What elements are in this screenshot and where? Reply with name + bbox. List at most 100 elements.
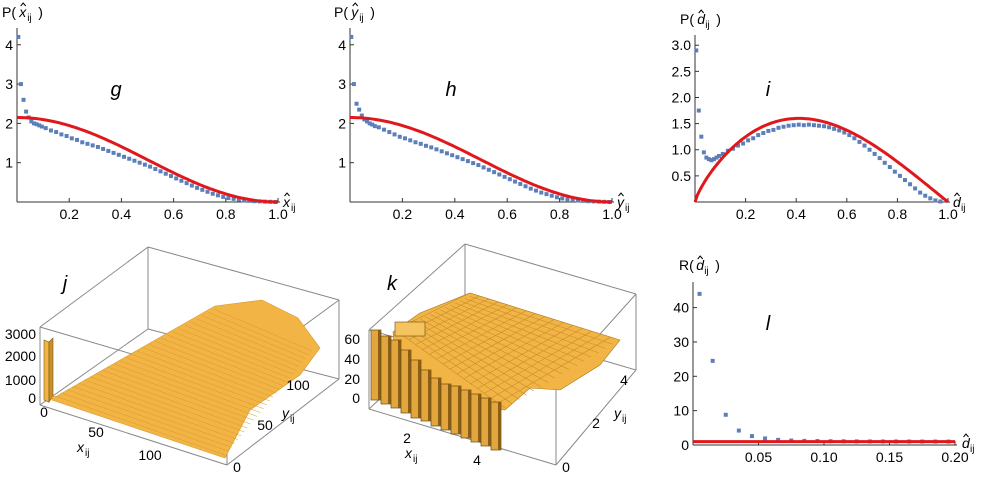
data-point-i: [897, 173, 902, 178]
x-tick-label-g: 0.8: [216, 206, 236, 222]
x-tick-label-g: 0.2: [59, 206, 79, 222]
x-axis-label-h: y ij: [616, 192, 629, 214]
box-edge-k: [464, 243, 637, 295]
y-axis-label-l: R(d ij): [679, 255, 720, 277]
bar-grid-k: [497, 336, 611, 404]
data-point-h: [544, 192, 549, 197]
data-point-l: [776, 437, 781, 442]
y-axis-label-j-sub: ij: [290, 414, 294, 425]
histogram-bar-shade-k: [448, 384, 451, 430]
y-axis-label-h-suffix: ): [370, 4, 375, 20]
panel-label-h: h: [445, 79, 456, 101]
bar-grid-k: [454, 302, 592, 358]
y-axis-label-h-sub: ij: [359, 13, 363, 24]
box-edge-j: [147, 246, 340, 301]
surface-texture-j: [190, 321, 300, 367]
data-point-i: [781, 124, 786, 129]
z-tick-label-j: 0: [28, 390, 36, 406]
data-point-g: [75, 137, 80, 142]
histogram-surface-j: [51, 299, 321, 459]
data-point-h: [370, 122, 375, 127]
y-tick-label-k: 0: [562, 459, 570, 475]
surface-texture-j: [84, 379, 242, 436]
data-point-i: [714, 155, 719, 160]
y-axis-label-j: y ij: [281, 405, 294, 425]
y-tick-label-l: 40: [673, 300, 689, 316]
data-point-i: [717, 154, 722, 159]
data-point-i: [902, 178, 907, 183]
x-axis-label-i: d ij: [953, 192, 965, 214]
y-axis-label-l-sub: ij: [704, 266, 708, 277]
x-axis-label-h-hat: [618, 192, 624, 197]
surface-texture-j: [214, 308, 312, 352]
surface-texture-j: [160, 337, 283, 386]
box-edge-j: [39, 328, 149, 406]
x-axis-label-i-hat: [954, 192, 960, 197]
x-tick-label-k: 4: [473, 452, 481, 468]
y-axis-label-g-hat: [20, 2, 27, 7]
x-axis-label-k-var: x: [404, 445, 413, 461]
box-edge-k: [368, 243, 466, 331]
bar-grid-k: [491, 333, 602, 399]
data-point-i: [786, 123, 791, 128]
data-point-l: [763, 436, 768, 441]
panel-i: 0.2 0.4 0.6 0.8 1.00.51.01.52.02.53.0iP(d ij)…: [672, 9, 965, 222]
data-point-i: [816, 123, 821, 128]
y-tick-label-h: 2: [338, 115, 346, 131]
y-axis-label-l-var: d: [696, 257, 705, 273]
data-point-i: [862, 143, 867, 148]
panel-label-i: i: [766, 79, 771, 101]
y-axis-label-i-hat: [698, 9, 705, 14]
data-point-h: [413, 140, 418, 145]
data-point-g: [43, 126, 48, 131]
data-point-i: [918, 190, 923, 195]
histogram-bar-shade-k: [438, 378, 441, 426]
data-point-i: [771, 127, 776, 132]
data-point-i: [720, 151, 725, 156]
x-tick-label-i: 0.8: [888, 206, 908, 222]
y-tick-label-i: 2.5: [672, 63, 692, 79]
data-point-i: [796, 122, 801, 127]
data-point-i: [696, 108, 701, 113]
surface-texture-j: [66, 389, 232, 448]
data-point-g: [54, 130, 59, 135]
x-tick-label-h: 0.2: [393, 206, 413, 222]
bar-grid-k: [409, 322, 527, 396]
data-point-h: [450, 153, 455, 158]
data-point-h: [455, 155, 460, 160]
z-tick-label-k: 60: [344, 331, 360, 347]
z-tick-label-j: 3000: [5, 326, 36, 342]
box-edge-j: [226, 378, 340, 466]
histogram-bar-shade-k: [458, 386, 461, 434]
histogram-bar-shade-k: [488, 398, 491, 446]
data-point-i: [847, 133, 852, 138]
data-point-h: [359, 113, 364, 118]
y-axis-label-g-suffix: ): [38, 4, 43, 20]
surface-texture-j: [96, 373, 248, 429]
data-point-g: [16, 34, 21, 39]
y-axis-label-g-var: x: [18, 4, 27, 20]
x-axis-label-j-sub: ij: [85, 448, 89, 459]
data-point-g: [21, 97, 26, 102]
surface-texture-j: [208, 312, 309, 355]
bar-grid-k: [484, 330, 593, 394]
y-axis-label-l-hat: [697, 255, 704, 260]
surface-texture-j: [60, 392, 229, 452]
y-axis-label-g: P(x ij): [2, 2, 43, 24]
surface-texture-j: [125, 357, 264, 409]
x-axis-label-g: x ij: [282, 192, 295, 214]
bar-grid-k: [439, 309, 570, 371]
x-tick-label-j: 50: [88, 424, 104, 440]
data-point-h: [486, 167, 491, 172]
y-tick-label-k: 2: [592, 415, 600, 431]
data-point-i: [887, 164, 892, 169]
data-point-g: [163, 171, 168, 176]
y-tick-label-l: 10: [673, 403, 689, 419]
data-point-h: [365, 119, 370, 124]
data-point-i: [801, 123, 806, 128]
histogram-bar-top-k: [394, 321, 426, 337]
surface-texture-j: [149, 344, 277, 394]
